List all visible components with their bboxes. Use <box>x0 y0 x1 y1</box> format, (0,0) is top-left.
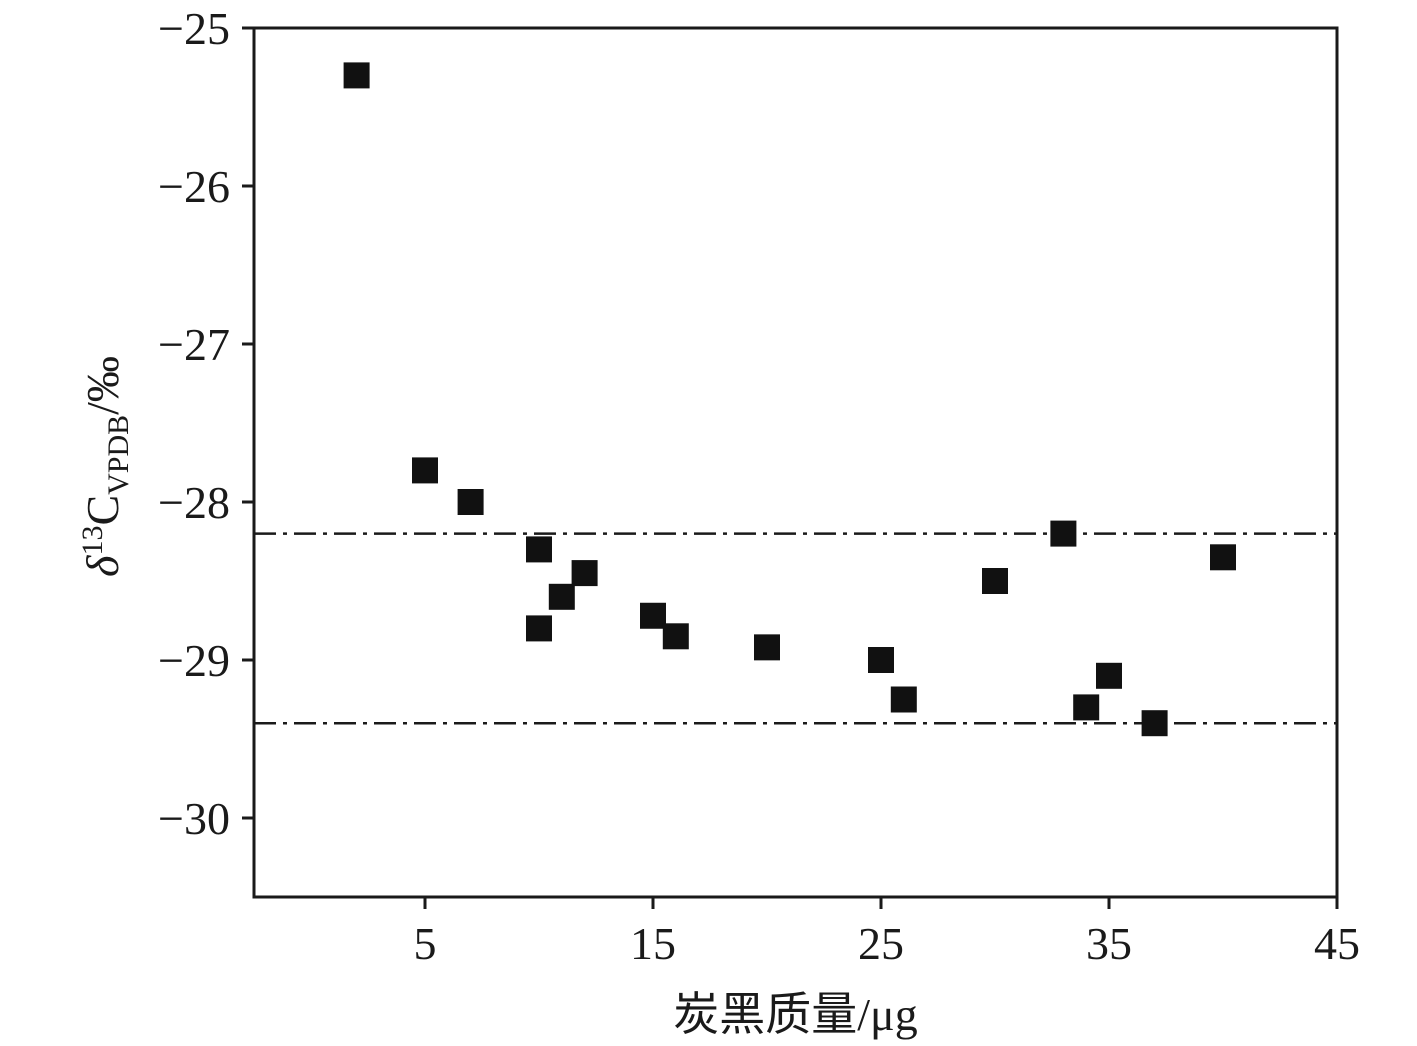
data-point <box>662 623 689 650</box>
y-axis-title: δ13CVPDB/‰ <box>76 356 135 577</box>
x-tick-label: 35 <box>1086 918 1132 969</box>
data-point <box>457 489 484 515</box>
data-point <box>1141 710 1168 737</box>
y-tick-label: −28 <box>158 477 230 528</box>
x-axis-title: 炭黑质量/μg <box>673 989 917 1040</box>
y-tick-label: −26 <box>158 161 230 212</box>
plot-frame <box>252 26 1339 899</box>
x-tick-label: 25 <box>858 918 904 969</box>
y-axis-title-delta: δ <box>77 555 128 577</box>
data-point <box>1096 662 1122 689</box>
y-tick-label: −29 <box>158 635 230 686</box>
x-tick-label: 15 <box>630 918 676 969</box>
data-point <box>1050 520 1077 547</box>
y-axis-title-superscript: 13 <box>76 526 109 556</box>
y-axis-ticks: −25 −26 −27 −28 −29 −30 <box>158 3 254 844</box>
y-tick-label: −25 <box>158 3 230 54</box>
data-point <box>982 568 1008 594</box>
y-axis-title-subscript: VPDB <box>102 415 135 495</box>
data-point <box>343 62 370 89</box>
data-point <box>1073 694 1100 721</box>
data-point <box>1210 544 1236 571</box>
x-axis-ticks: 5 15 25 35 45 <box>414 897 1360 969</box>
data-point <box>640 602 666 629</box>
y-tick-label: −30 <box>158 793 230 844</box>
y-tick-label: −27 <box>158 319 230 370</box>
data-point <box>548 583 575 610</box>
reference-lines <box>254 532 1337 725</box>
data-point <box>571 560 598 587</box>
y-axis-title-unit: /‰ <box>77 356 128 415</box>
data-point <box>754 634 780 661</box>
data-point <box>526 536 552 563</box>
data-point <box>412 457 438 484</box>
data-points <box>343 62 1236 737</box>
data-point <box>868 647 894 673</box>
data-point <box>526 615 552 642</box>
x-tick-label: 45 <box>1314 918 1360 969</box>
x-tick-label: 5 <box>414 918 437 969</box>
data-point <box>890 686 917 713</box>
y-axis-title-element: C <box>77 495 128 526</box>
